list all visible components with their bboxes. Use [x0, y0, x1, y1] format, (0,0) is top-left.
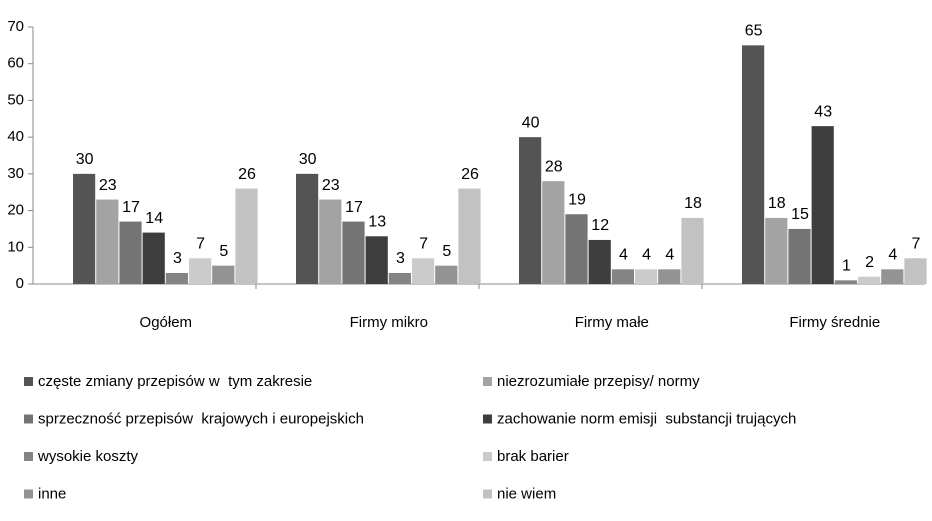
bar: [542, 181, 565, 284]
legend-swatch: [24, 489, 33, 499]
x-tick-label: Ogółem: [140, 314, 193, 331]
legend-swatch: [483, 377, 492, 386]
value-label: 28: [545, 158, 563, 175]
bar: [858, 276, 881, 284]
value-label: 18: [768, 195, 786, 212]
bar: [681, 217, 704, 284]
value-label: 5: [219, 243, 228, 260]
value-label: 2: [865, 254, 874, 271]
legend-label: brak barier: [497, 448, 569, 465]
x-tick-label: Firmy średnie: [789, 314, 880, 331]
bar: [742, 45, 765, 284]
y-tick-label: 20: [7, 202, 24, 219]
bar: [904, 258, 927, 284]
legend-swatch: [24, 452, 33, 461]
x-tick-label: Firmy małe: [575, 314, 649, 331]
bar: [212, 265, 235, 284]
bar: [142, 232, 165, 284]
value-label: 23: [322, 177, 340, 194]
value-label: 4: [619, 247, 628, 264]
x-tick-label: Firmy mikro: [350, 314, 428, 331]
value-label: 1: [842, 258, 851, 275]
legend-label: wysokie koszty: [37, 448, 139, 465]
legend-swatch: [483, 489, 492, 499]
y-tick-label: 70: [7, 18, 24, 35]
value-label: 4: [665, 247, 674, 264]
y-tick-label: 10: [7, 238, 24, 255]
value-label: 5: [442, 243, 451, 260]
value-label: 23: [99, 177, 117, 194]
value-label: 13: [368, 213, 386, 230]
value-label: 40: [522, 114, 540, 131]
bar: [435, 265, 458, 284]
value-label: 17: [122, 199, 140, 216]
legend-label: inne: [38, 485, 66, 502]
value-label: 7: [912, 236, 921, 253]
value-label: 15: [791, 206, 809, 223]
value-label: 3: [396, 250, 405, 267]
bar: [165, 272, 188, 284]
bar: [342, 221, 365, 284]
bar: [611, 269, 634, 284]
bar: [235, 188, 258, 284]
value-label: 4: [642, 247, 651, 264]
bar: [519, 137, 542, 284]
value-label: 12: [591, 217, 609, 234]
value-label: 7: [196, 236, 205, 253]
y-tick-label: 30: [7, 165, 24, 182]
bar: [635, 269, 658, 284]
legend-label: częste zmiany przepisów w tym zakresie: [38, 373, 312, 390]
bar: [565, 214, 588, 284]
value-label: 14: [145, 210, 163, 227]
y-tick-label: 0: [16, 275, 24, 292]
value-label: 43: [814, 103, 832, 120]
value-label: 18: [684, 195, 702, 212]
value-label: 65: [745, 23, 763, 40]
bar: [834, 280, 857, 284]
legend-swatch: [483, 452, 492, 461]
bar: [588, 239, 611, 284]
bar: [388, 272, 411, 284]
bar: [96, 199, 119, 284]
bar: [788, 228, 811, 284]
value-label: 17: [345, 199, 363, 216]
legend-swatch: [24, 377, 33, 386]
y-tick-label: 50: [7, 91, 24, 108]
value-label: 30: [76, 151, 94, 168]
legend-label: zachowanie norm emisji substancji trując…: [497, 410, 796, 427]
legend-swatch: [483, 414, 492, 424]
value-label: 4: [888, 247, 897, 264]
y-tick-label: 40: [7, 128, 24, 145]
value-label: 30: [299, 151, 317, 168]
value-label: 7: [419, 236, 428, 253]
legend-label: sprzeczność przepisów krajowych i europe…: [38, 410, 364, 427]
bar: [811, 126, 834, 284]
bar: [881, 269, 904, 284]
bar: [319, 199, 342, 284]
value-label: 26: [461, 166, 479, 183]
legend-swatch: [24, 414, 33, 424]
legend-label: niezrozumiałe przepisy/ normy: [497, 373, 700, 390]
y-tick-label: 60: [7, 55, 24, 72]
bar: [73, 173, 96, 284]
value-label: 3: [173, 250, 182, 267]
value-label: 19: [568, 191, 586, 208]
value-label: 26: [238, 166, 256, 183]
bar: [365, 236, 388, 284]
bar: [412, 258, 435, 284]
bar: [658, 269, 681, 284]
bar: [189, 258, 212, 284]
bar: [296, 173, 319, 284]
bar: [765, 217, 788, 284]
legend-label: nie wiem: [497, 485, 556, 502]
bar: [458, 188, 481, 284]
bar: [119, 221, 142, 284]
